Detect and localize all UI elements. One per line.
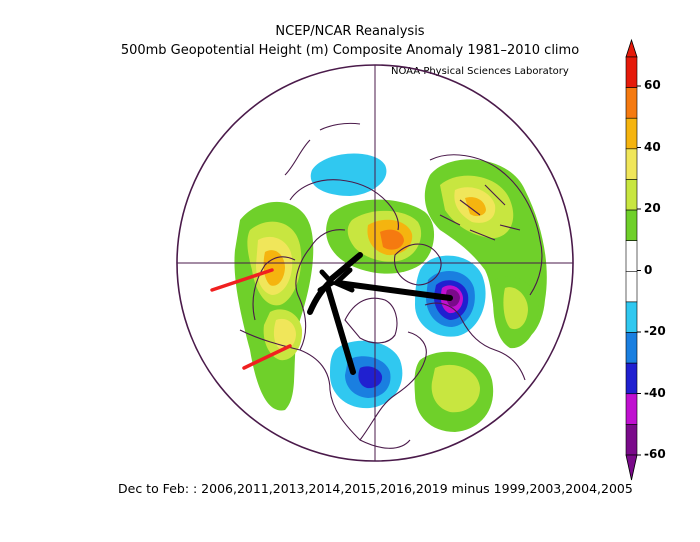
flow-arrows <box>307 252 453 375</box>
colorbar-bottom-arrow <box>625 454 638 481</box>
colorbar-segment <box>625 240 638 272</box>
arrow-head <box>317 269 336 293</box>
colorbar-segment <box>625 393 638 425</box>
colorbar-segment <box>625 179 638 211</box>
colorbar-segment <box>625 56 638 88</box>
colorbar-label: 40 <box>644 139 661 154</box>
siberia-coast <box>289 179 399 231</box>
colorbar-segment <box>625 301 638 333</box>
colorbar-segment <box>625 271 638 303</box>
colorbar-segment <box>625 148 638 180</box>
colorbar-label: -40 <box>644 385 666 400</box>
colorbar-label: 0 <box>644 262 653 277</box>
colorbar-segments <box>625 56 638 456</box>
red-annotation-line-lower <box>242 344 292 370</box>
europe-negative-anomaly <box>415 255 486 337</box>
colorbar-segment <box>625 209 638 241</box>
arctic-negative-anomaly <box>310 153 387 196</box>
colorbar-ticks <box>637 85 641 456</box>
colorbar-label: -60 <box>644 447 666 461</box>
arrow-from-europe <box>335 280 453 301</box>
red-annotation-line-upper <box>210 268 274 292</box>
anomaly-field <box>234 153 547 432</box>
chart-title: NCEP/NCAR Reanalysis <box>275 24 425 39</box>
credit-label: NOAA Physical Sciences Laboratory <box>391 66 569 77</box>
colorbar-top-arrow <box>625 38 638 58</box>
colorbar-label: 20 <box>644 201 661 215</box>
atlantic-positive-anomaly <box>414 351 494 432</box>
north-america-west-coast <box>239 329 411 449</box>
greenland <box>394 243 442 286</box>
arrow-from-north-america <box>325 285 356 375</box>
colorbar-segment <box>625 117 638 150</box>
asia-north-coast <box>429 154 543 296</box>
arctic-islands <box>284 122 361 176</box>
north-america-east-coast <box>359 331 427 441</box>
colorbar-segment <box>625 332 638 364</box>
colorbar-segment <box>625 362 638 395</box>
arrow-from-arctic <box>327 252 363 283</box>
siberia-positive-core <box>503 287 528 330</box>
chart-subtitle: 500mb Geopotential Height (m) Composite … <box>120 43 580 58</box>
coastlines <box>239 122 543 449</box>
date-range-caption: Dec to Feb: : 2006,2011,2013,2014,2015,2… <box>118 481 633 496</box>
colorbar-label: 60 <box>644 78 661 92</box>
pacific-positive-anomaly <box>234 201 314 411</box>
alaska-coast <box>295 229 346 351</box>
asia-borders <box>439 184 521 241</box>
bering-coast <box>252 256 296 321</box>
arrow-head-right <box>331 267 355 293</box>
colorbar-segment <box>625 424 638 456</box>
europe-coast <box>424 302 526 381</box>
colorbar-label: -20 <box>644 324 666 338</box>
colorbar-segment <box>625 87 638 119</box>
